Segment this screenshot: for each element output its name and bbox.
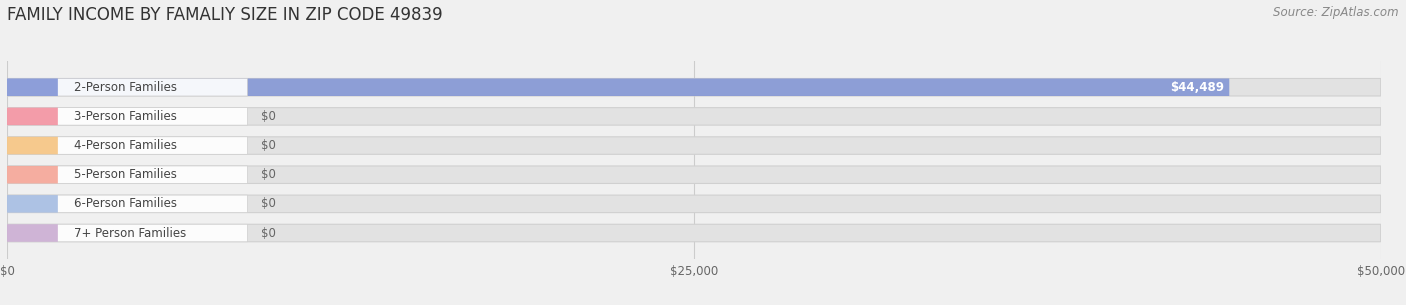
FancyBboxPatch shape [7, 137, 58, 154]
FancyBboxPatch shape [7, 166, 1381, 183]
FancyBboxPatch shape [7, 108, 1381, 125]
Text: $0: $0 [262, 227, 276, 239]
Text: $0: $0 [262, 197, 276, 210]
FancyBboxPatch shape [7, 108, 247, 125]
FancyBboxPatch shape [7, 166, 58, 183]
FancyBboxPatch shape [7, 78, 1229, 96]
Text: 7+ Person Families: 7+ Person Families [75, 227, 187, 239]
FancyBboxPatch shape [7, 224, 247, 242]
Text: 6-Person Families: 6-Person Families [75, 197, 177, 210]
FancyBboxPatch shape [7, 78, 58, 96]
FancyBboxPatch shape [7, 137, 1381, 154]
Text: $0: $0 [262, 168, 276, 181]
FancyBboxPatch shape [7, 224, 1381, 242]
Text: 3-Person Families: 3-Person Families [75, 110, 177, 123]
Text: $0: $0 [262, 139, 276, 152]
Text: $0: $0 [262, 110, 276, 123]
Text: 4-Person Families: 4-Person Families [75, 139, 177, 152]
FancyBboxPatch shape [7, 108, 58, 125]
FancyBboxPatch shape [7, 137, 247, 154]
Text: $44,489: $44,489 [1170, 81, 1223, 94]
FancyBboxPatch shape [7, 195, 247, 213]
Text: 2-Person Families: 2-Person Families [75, 81, 177, 94]
FancyBboxPatch shape [7, 195, 1381, 213]
Text: Source: ZipAtlas.com: Source: ZipAtlas.com [1274, 6, 1399, 19]
FancyBboxPatch shape [7, 78, 1381, 96]
FancyBboxPatch shape [7, 78, 247, 96]
FancyBboxPatch shape [7, 195, 58, 213]
Text: 5-Person Families: 5-Person Families [75, 168, 177, 181]
FancyBboxPatch shape [7, 166, 247, 183]
Text: FAMILY INCOME BY FAMALIY SIZE IN ZIP CODE 49839: FAMILY INCOME BY FAMALIY SIZE IN ZIP COD… [7, 6, 443, 24]
FancyBboxPatch shape [7, 224, 58, 242]
